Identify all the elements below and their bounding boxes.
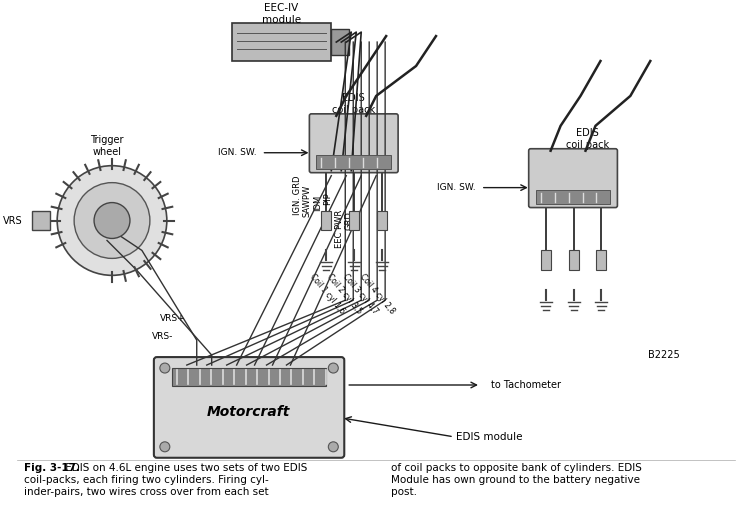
Text: Module has own ground to the battery negative: Module has own ground to the battery neg… xyxy=(392,475,640,485)
Text: EDIS
coil pack: EDIS coil pack xyxy=(566,128,609,149)
Text: post.: post. xyxy=(392,486,417,497)
Text: inder-pairs, two wires cross over from each set: inder-pairs, two wires cross over from e… xyxy=(24,486,269,497)
Circle shape xyxy=(94,203,130,238)
Bar xyxy=(541,250,550,270)
Text: VRS-: VRS- xyxy=(152,331,173,341)
Bar xyxy=(332,29,350,55)
Text: EDIS
coil pack: EDIS coil pack xyxy=(332,93,375,115)
Text: EDIS module: EDIS module xyxy=(456,432,523,442)
Text: GRD: GRD xyxy=(345,211,354,230)
Text: Motorcraft: Motorcraft xyxy=(207,405,290,419)
Text: Fig. 3-17.: Fig. 3-17. xyxy=(24,463,80,473)
Circle shape xyxy=(74,183,150,258)
Text: VRS: VRS xyxy=(3,216,22,225)
Text: IGN. GRD: IGN. GRD xyxy=(293,176,302,216)
Text: to Tachometer: to Tachometer xyxy=(490,380,561,390)
Text: EDIS on 4.6L engine uses two sets of two EDIS: EDIS on 4.6L engine uses two sets of two… xyxy=(62,463,308,473)
FancyBboxPatch shape xyxy=(154,357,344,458)
Text: IDM: IDM xyxy=(313,194,322,211)
FancyBboxPatch shape xyxy=(310,114,398,173)
Bar xyxy=(32,210,50,231)
Text: B2225: B2225 xyxy=(648,350,680,360)
Circle shape xyxy=(160,363,170,373)
Circle shape xyxy=(57,165,166,276)
FancyBboxPatch shape xyxy=(529,149,617,207)
Text: Coil 2 cyl 3,5: Coil 2 cyl 3,5 xyxy=(325,272,364,316)
Bar xyxy=(536,190,610,204)
Text: PIP: PIP xyxy=(322,192,332,205)
Text: of coil packs to opposite bank of cylinders. EDIS: of coil packs to opposite bank of cylind… xyxy=(392,463,642,473)
Bar xyxy=(350,210,359,231)
Bar xyxy=(316,155,392,169)
Text: Coil 4 cyl 2,8: Coil 4 cyl 2,8 xyxy=(358,272,396,316)
Text: EEC PWR: EEC PWR xyxy=(334,209,344,248)
Circle shape xyxy=(328,363,338,373)
Circle shape xyxy=(160,442,170,452)
Text: Coil 3 cyl 4,7: Coil 3 cyl 4,7 xyxy=(341,272,380,316)
Text: SAWPW: SAWPW xyxy=(303,185,312,217)
Bar xyxy=(321,210,332,231)
Bar xyxy=(596,250,607,270)
Bar xyxy=(377,210,387,231)
Bar xyxy=(172,368,326,386)
Bar xyxy=(232,23,332,61)
Text: coil-packs, each firing two cylinders. Firing cyl-: coil-packs, each firing two cylinders. F… xyxy=(24,475,269,485)
Text: IGN. SW.: IGN. SW. xyxy=(437,183,476,192)
Bar xyxy=(568,250,578,270)
Text: Trigger
wheel: Trigger wheel xyxy=(90,135,124,157)
Text: IGN. SW.: IGN. SW. xyxy=(218,148,256,157)
Circle shape xyxy=(328,442,338,452)
Text: VRS+: VRS+ xyxy=(160,314,185,323)
Text: Coil 1 cyl 1,6: Coil 1 cyl 1,6 xyxy=(308,272,347,316)
Text: EEC-IV
module: EEC-IV module xyxy=(262,4,301,25)
